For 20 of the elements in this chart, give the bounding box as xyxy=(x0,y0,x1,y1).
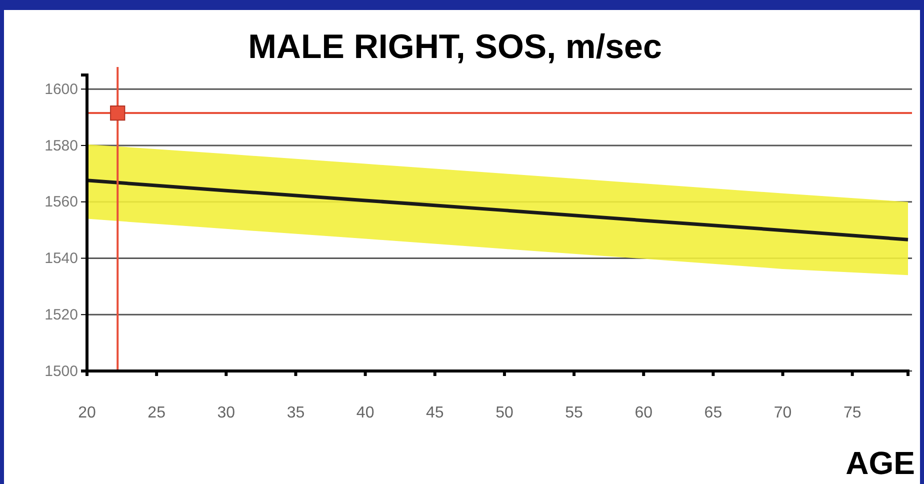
y-tick-label: 1600 xyxy=(44,80,78,98)
x-tick-label: 30 xyxy=(217,404,236,422)
x-tick-label: 70 xyxy=(774,404,792,422)
x-tick-label: 75 xyxy=(843,404,862,422)
x-tick-label: 55 xyxy=(565,404,584,422)
x-tick-label: 50 xyxy=(496,404,514,422)
x-tick-label: 35 xyxy=(286,404,305,422)
y-tick-label: 1560 xyxy=(44,194,78,211)
x-tick-label: 25 xyxy=(148,404,166,422)
x-tick-label: 40 xyxy=(356,404,374,422)
x-tick-label: 20 xyxy=(78,404,96,422)
x-axis-title: AGE xyxy=(846,445,915,481)
x-tick-label: 65 xyxy=(704,404,722,422)
y-tick-label: 1520 xyxy=(44,306,78,324)
chart-title: MALE RIGHT, SOS, m/sec xyxy=(248,28,662,66)
x-tick-label: 45 xyxy=(426,404,444,422)
y-tick-label: 1540 xyxy=(44,250,78,268)
y-tick-label: 1500 xyxy=(44,362,78,380)
y-tick-label: 1580 xyxy=(44,137,78,154)
x-tick-label: 60 xyxy=(634,404,653,422)
